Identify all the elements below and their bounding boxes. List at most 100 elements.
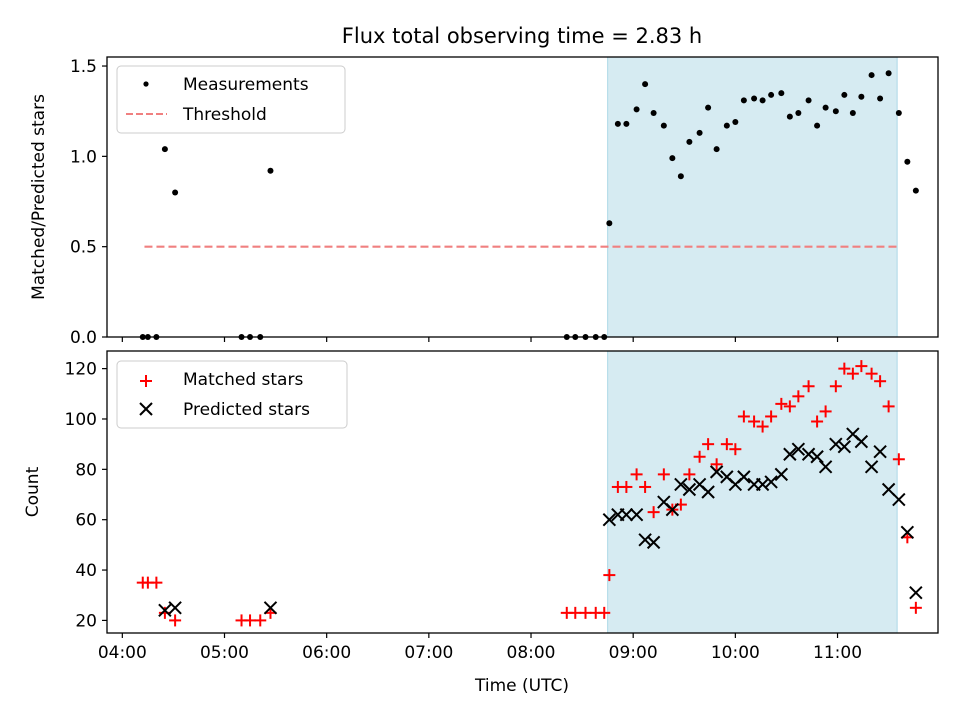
- matched-point: [882, 400, 895, 413]
- predicted-point: [629, 507, 644, 522]
- measurement-point: [650, 110, 657, 116]
- matched-point: [693, 450, 706, 463]
- measurement-point: [895, 110, 902, 116]
- figure-title: Flux total observing time = 2.83 h: [342, 24, 702, 48]
- highlight-span-bottom: [607, 350, 898, 634]
- matched-point: [729, 443, 742, 456]
- legend-predicted-label: Predicted stars: [183, 400, 310, 420]
- y-tick-label: 0.5: [70, 238, 97, 258]
- measurement-point: [614, 120, 621, 127]
- measurement-point: [858, 93, 865, 100]
- legend-matched-label: Matched stars: [183, 370, 303, 390]
- measurement-point: [161, 146, 168, 153]
- measurement-point: [805, 97, 812, 104]
- x-tick-label: 11:00: [813, 643, 862, 663]
- measurement-point: [786, 113, 793, 120]
- matched-point: [579, 606, 592, 619]
- measurement-point: [832, 108, 839, 115]
- measurement-point: [267, 167, 274, 174]
- matched-point: [892, 453, 905, 466]
- measurement-point: [606, 220, 613, 227]
- predicted-point: [864, 460, 879, 474]
- matched-point: [569, 606, 582, 619]
- measurement-point: [877, 95, 884, 102]
- x-tick-label: 04:00: [98, 643, 147, 663]
- predicted-point: [755, 477, 770, 492]
- predicted-point: [619, 507, 634, 522]
- predicted-point: [709, 465, 724, 479]
- predicted-point: [909, 586, 923, 600]
- measurement-point: [849, 110, 856, 116]
- measurement-point: [751, 95, 758, 102]
- measurement-point: [669, 155, 676, 162]
- ratio-panel: 0.0 0.5 1.0 1.5 Matched/Predicted stars Mea…: [29, 56, 939, 348]
- matched-point: [846, 367, 859, 380]
- count-panel: 04:00 05:00 06:00 07:00 08:00 09:00 10:00 11:00…: [23, 350, 939, 696]
- y-tick-label: 1.0: [70, 147, 97, 167]
- measurement-point: [885, 70, 892, 77]
- x-tick-label: 05:00: [200, 643, 249, 663]
- matched-point: [630, 468, 643, 481]
- matched-point: [657, 468, 670, 481]
- matched-point: [775, 397, 788, 410]
- measurement-point: [732, 119, 739, 126]
- legend-measurements-label: Measurements: [183, 75, 309, 95]
- measurement-point: [740, 97, 747, 104]
- y-tick-label: 40: [75, 561, 97, 581]
- matched-point: [792, 390, 805, 403]
- predicted-point: [837, 439, 852, 454]
- predicted-point: [602, 512, 617, 527]
- matched-point: [819, 405, 832, 418]
- matched-point: [647, 506, 660, 519]
- predicted-point: [168, 601, 182, 615]
- plot-frame-top: [106, 56, 939, 338]
- matched-point: [683, 468, 696, 481]
- measurement-point: [795, 110, 802, 116]
- legend-measurements-marker: [143, 81, 149, 87]
- matched-point: [603, 569, 616, 582]
- x-tick-label: 06:00: [302, 643, 351, 663]
- y-tick-label: 100: [65, 410, 97, 430]
- measurement-point: [868, 72, 875, 79]
- y-tick-label: 80: [75, 460, 97, 480]
- predicted-point: [764, 475, 778, 489]
- legend-threshold-label: Threshold: [182, 105, 267, 125]
- predicted-point: [801, 447, 816, 461]
- matched-point: [244, 614, 257, 627]
- legend-matched-marker: [140, 375, 152, 387]
- measurement-point: [759, 97, 766, 104]
- predicted-point: [665, 502, 680, 517]
- predicted-point: [873, 445, 887, 459]
- measurement-point: [633, 106, 640, 113]
- highlight-span-top: [607, 56, 898, 338]
- y-tick-label: 120: [65, 360, 97, 380]
- predicted-point: [818, 460, 833, 474]
- matched-point: [748, 415, 761, 428]
- matched-point: [765, 410, 778, 423]
- measurement-point: [814, 122, 821, 129]
- predicted-point: [674, 477, 688, 492]
- measurement-point: [642, 81, 649, 88]
- predicted-point: [829, 437, 843, 451]
- predicted-point: [638, 533, 652, 547]
- measurement-point: [778, 90, 785, 97]
- matched-point: [710, 458, 723, 471]
- predicted-point: [900, 525, 915, 539]
- legend-box-top: [116, 65, 346, 134]
- matched-point: [855, 360, 868, 373]
- predicted-point: [783, 447, 797, 461]
- measurement-point: [660, 122, 667, 129]
- matched-point: [254, 614, 267, 627]
- measurement-point: [904, 158, 911, 165]
- matched-point: [620, 480, 633, 493]
- predicted-point: [774, 467, 789, 482]
- legend-predicted-marker: [139, 402, 153, 416]
- predicted-point: [791, 442, 806, 456]
- legend-box-bottom: [116, 360, 348, 429]
- x-tick-label: 10:00: [711, 643, 760, 663]
- matched-point: [150, 576, 163, 589]
- matched-point: [865, 367, 878, 380]
- x-tick-label: 07:00: [404, 643, 453, 663]
- predicted-point: [701, 485, 715, 499]
